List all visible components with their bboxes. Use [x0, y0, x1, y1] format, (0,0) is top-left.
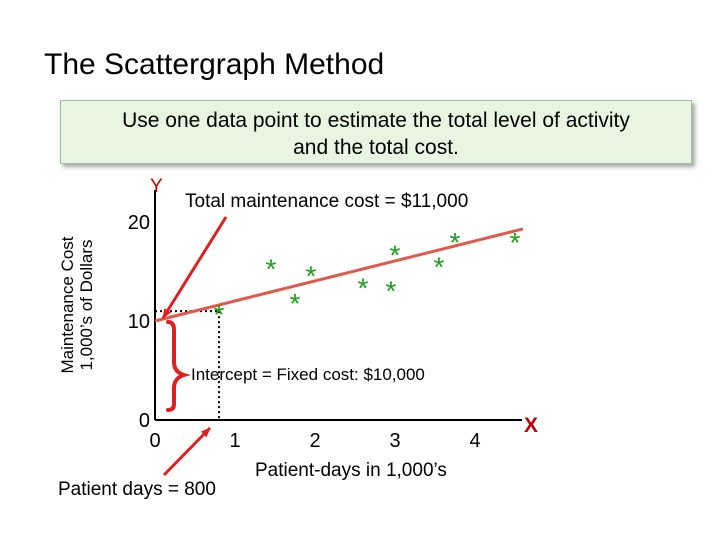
slide-title: The Scattergraph Method: [44, 48, 385, 81]
data-point-marker: *: [390, 240, 401, 271]
data-point-marker: *: [450, 227, 461, 258]
data-point-marker: *: [386, 275, 397, 306]
total-cost-annotation: Total maintenance cost = $11,000: [185, 191, 468, 212]
intercept-annotation: Intercept = Fixed cost: $10,000: [191, 365, 425, 384]
y-tick-label: 20: [128, 212, 150, 234]
data-point-marker: *: [266, 254, 277, 285]
data-point-marker: *: [434, 252, 445, 283]
data-point-marker: *: [290, 288, 301, 319]
x-axis-letter: X: [524, 414, 538, 437]
callout-line-1: Use one data point to estimate the total…: [122, 109, 630, 132]
y-tick-label: 10: [128, 311, 150, 333]
intercept-arrow: [161, 216, 228, 319]
y-axis-letter: Y: [150, 176, 163, 197]
data-point-marker: *: [358, 272, 369, 303]
callout-box: Use one data point to estimate the total…: [60, 100, 692, 164]
x-tick-label: 4: [469, 430, 480, 452]
callout-line-2: and the total cost.: [293, 136, 459, 159]
data-point-marker: *: [306, 260, 317, 291]
x-tick-label: 2: [309, 430, 320, 452]
data-point-marker: *: [214, 299, 225, 330]
patient-days-arrow: [162, 426, 212, 477]
x-tick-label: 0: [149, 430, 160, 452]
x-axis-title: Patient-days in 1,000’s: [255, 460, 447, 481]
axis-ticks: 0 1 2 3 4 0 10 20: [128, 212, 481, 452]
x-tick-label: 3: [389, 430, 400, 452]
x-tick-label: 1: [229, 430, 240, 452]
patient-days-annotation: Patient days = 800: [58, 479, 216, 500]
data-point-marker: *: [510, 227, 521, 258]
data-points: **** * ** ** *: [214, 227, 521, 330]
estimate-line: [154, 227, 524, 323]
fixed-cost-brace: [166, 320, 191, 412]
y-tick-label: 0: [139, 410, 150, 432]
